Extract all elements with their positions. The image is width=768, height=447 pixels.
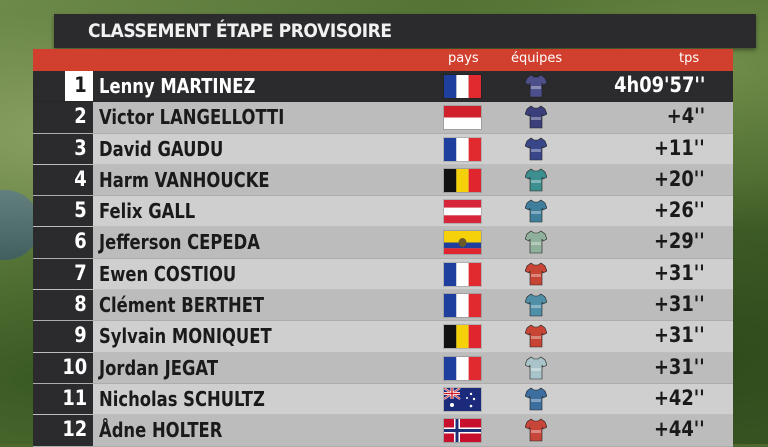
rider-rank: 10 <box>62 354 87 379</box>
rank-cell: 7 <box>33 258 93 290</box>
team-jersey-icon <box>524 356 548 380</box>
rider-row: 8 Clément BERTHET +31'' <box>33 290 733 322</box>
rider-rank: 6 <box>74 229 87 254</box>
rider-time: +31'' <box>654 323 705 348</box>
team-jersey-icon <box>524 199 548 223</box>
rider-rank: 3 <box>74 135 87 160</box>
rider-time: +26'' <box>654 198 705 223</box>
belgium-flag-icon <box>444 168 481 192</box>
rider-rank: 1 <box>74 73 87 97</box>
monaco-flag-icon <box>444 106 481 130</box>
rider-row: 3 David GAUDU +11'' <box>33 133 733 165</box>
rider-time: +31'' <box>654 260 705 285</box>
rider-name: Clément BERTHET <box>99 293 265 318</box>
rider-name: Jefferson CEPEDA <box>99 230 260 255</box>
team-jersey-icon <box>524 387 548 411</box>
rider-row: 2 Victor LANGELLOTTI +4'' <box>33 102 733 134</box>
rider-rank: 7 <box>74 260 87 285</box>
team-jersey-icon <box>524 324 548 348</box>
rider-row: 7 Ewen COSTIOU +31'' <box>33 258 733 291</box>
rider-rank: 12 <box>62 417 87 442</box>
rank-cell: 11 <box>33 383 93 415</box>
team-jersey-icon <box>524 293 548 317</box>
rank-cell: 3 <box>33 133 93 164</box>
rider-rank: 2 <box>74 104 87 129</box>
rider-rank: 9 <box>74 323 87 348</box>
rank-cell: 5 <box>33 196 93 227</box>
belgium-flag-icon <box>444 325 481 349</box>
rank-cell: 2 <box>33 102 93 133</box>
team-jersey-icon <box>524 105 548 129</box>
rider-rank: 5 <box>74 198 87 223</box>
rider-rank: 8 <box>74 292 87 317</box>
header-teams: équipes <box>511 51 563 66</box>
rank-cell: 9 <box>33 321 93 352</box>
header-time: tps <box>679 51 700 66</box>
france-flag-icon <box>444 262 481 286</box>
rank-cell: 8 <box>33 290 93 321</box>
france-flag-icon <box>444 75 481 98</box>
rider-name: Lenny MARTINEZ <box>99 74 256 98</box>
rider-row: 12 Ådne HOLTER +44'' <box>33 415 733 447</box>
rider-row: 1 Lenny MARTINEZ 4h09'57'' <box>33 71 733 103</box>
standings-table: 1 Lenny MARTINEZ 4h09'57'' 2 Victor LANG… <box>33 71 733 447</box>
ecuador-flag-icon <box>444 231 481 255</box>
rider-time: +11'' <box>654 135 705 160</box>
rider-row: 9 Sylvain MONIQUET +31'' <box>33 321 733 353</box>
france-flag-icon <box>444 137 481 161</box>
rider-name: Ådne HOLTER <box>99 418 223 443</box>
title-bar: CLASSEMENT ÉTAPE PROVISOIRE <box>54 14 756 48</box>
rider-name: Felix GALL <box>99 199 196 224</box>
rider-name: Ewen COSTIOU <box>99 261 237 286</box>
header-country: pays <box>448 51 479 66</box>
rider-time: +20'' <box>654 166 705 191</box>
team-jersey-icon <box>524 137 548 161</box>
australia-flag-icon <box>443 387 481 411</box>
rider-name: Victor LANGELLOTTI <box>99 105 285 130</box>
rank-cell: 6 <box>33 227 93 258</box>
rider-time: +4'' <box>666 104 705 129</box>
norway-flag-icon <box>444 419 481 443</box>
rider-row: 5 Felix GALL +26'' <box>33 196 733 228</box>
rider-name: David GAUDU <box>99 136 224 161</box>
rider-row: 4 Harm VANHOUCKE +20'' <box>33 164 733 197</box>
rider-rank: 4 <box>74 166 87 191</box>
team-jersey-icon <box>524 262 548 286</box>
austria-flag-icon <box>444 200 481 224</box>
rider-name: Jordan JEGAT <box>99 355 219 380</box>
rider-row: 10 Jordan JEGAT +31'' <box>33 352 733 384</box>
rank-cell: 10 <box>33 352 93 383</box>
rank-cell: 1 <box>65 71 93 102</box>
rider-row: 11 Nicholas SCHULTZ +42'' <box>33 383 733 416</box>
rider-time: +29'' <box>654 229 705 254</box>
france-flag-icon <box>444 356 481 380</box>
rider-row: 6 Jefferson CEPEDA +29'' <box>33 227 733 259</box>
rank-cell: 4 <box>33 164 93 196</box>
rank-cell: 12 <box>33 415 93 446</box>
rider-time: +31'' <box>654 292 705 317</box>
team-jersey-icon <box>524 418 548 442</box>
rider-name: Nicholas SCHULTZ <box>99 386 265 411</box>
rider-rank: 11 <box>62 385 87 410</box>
france-flag-icon <box>444 294 481 318</box>
team-jersey-icon <box>524 74 548 98</box>
page-title: CLASSEMENT ÉTAPE PROVISOIRE <box>88 20 392 42</box>
team-jersey-icon <box>524 230 548 254</box>
rider-time: +31'' <box>654 354 705 379</box>
rider-name: Harm VANHOUCKE <box>99 167 270 192</box>
rider-time: +42'' <box>654 385 705 410</box>
column-header-bar: pays équipes tps <box>33 49 733 71</box>
rider-time: 4h09'57'' <box>613 73 705 97</box>
rider-name: Sylvain MONIQUET <box>99 324 272 349</box>
rider-time: +44'' <box>654 417 705 442</box>
team-jersey-icon <box>524 168 548 192</box>
